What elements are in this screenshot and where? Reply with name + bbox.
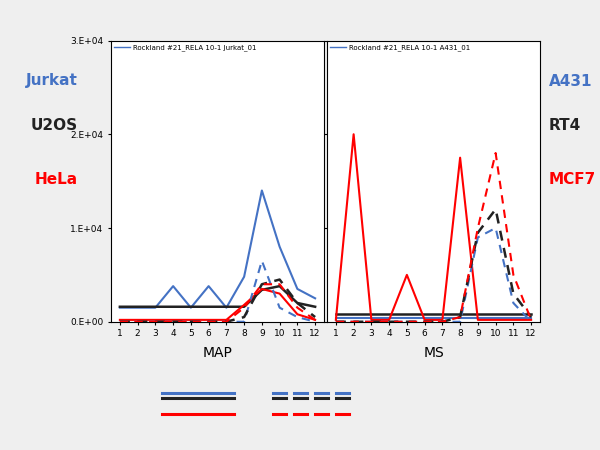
Text: HeLa: HeLa: [35, 172, 78, 188]
Text: RT4: RT4: [549, 118, 581, 134]
Text: MS: MS: [424, 346, 444, 360]
Text: Jurkat: Jurkat: [26, 73, 78, 89]
Legend: Rockland #21_RELA 10-1 A431_01: Rockland #21_RELA 10-1 A431_01: [329, 43, 471, 52]
Text: MAP: MAP: [203, 346, 233, 360]
Legend: Rockland #21_RELA 10-1 Jurkat_01: Rockland #21_RELA 10-1 Jurkat_01: [113, 43, 257, 52]
Text: U2OS: U2OS: [31, 118, 78, 134]
Text: MCF7: MCF7: [549, 172, 596, 188]
Text: A431: A431: [549, 73, 593, 89]
